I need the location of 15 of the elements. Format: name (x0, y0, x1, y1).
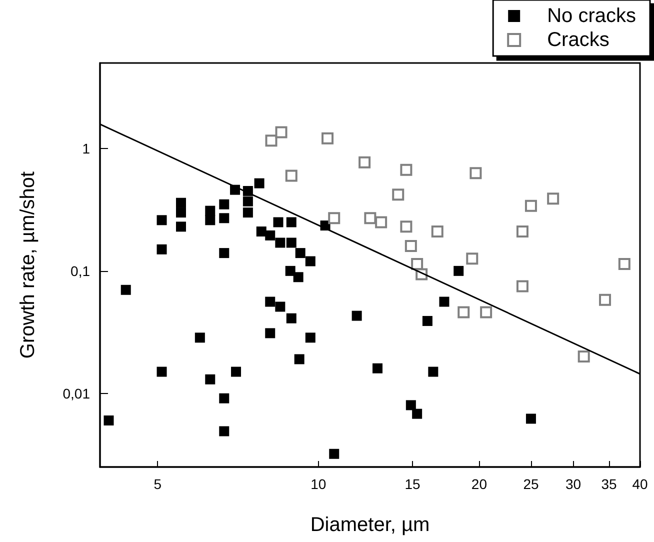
x-tick-label: 20 (471, 476, 488, 492)
x-tick-label: 10 (310, 476, 326, 492)
x-tick-label: 40 (632, 476, 648, 492)
y-tick-label: 1 (82, 140, 90, 157)
y-axis-title: Growth rate, µm/shot (17, 170, 39, 359)
x-tick-label: 25 (523, 476, 539, 492)
legend-label: No cracks (547, 5, 636, 27)
x-tick-label: 5 (154, 476, 162, 492)
x-axis-title: Diameter, µm (310, 514, 430, 536)
x-tick-label: 35 (601, 476, 618, 492)
y-tick-label: 0,1 (70, 262, 90, 279)
x-tick-label: 30 (565, 476, 582, 492)
x-tick-label: 15 (404, 476, 420, 492)
y-tick-label: 0,01 (62, 385, 90, 402)
legend-label: Cracks (547, 29, 610, 51)
